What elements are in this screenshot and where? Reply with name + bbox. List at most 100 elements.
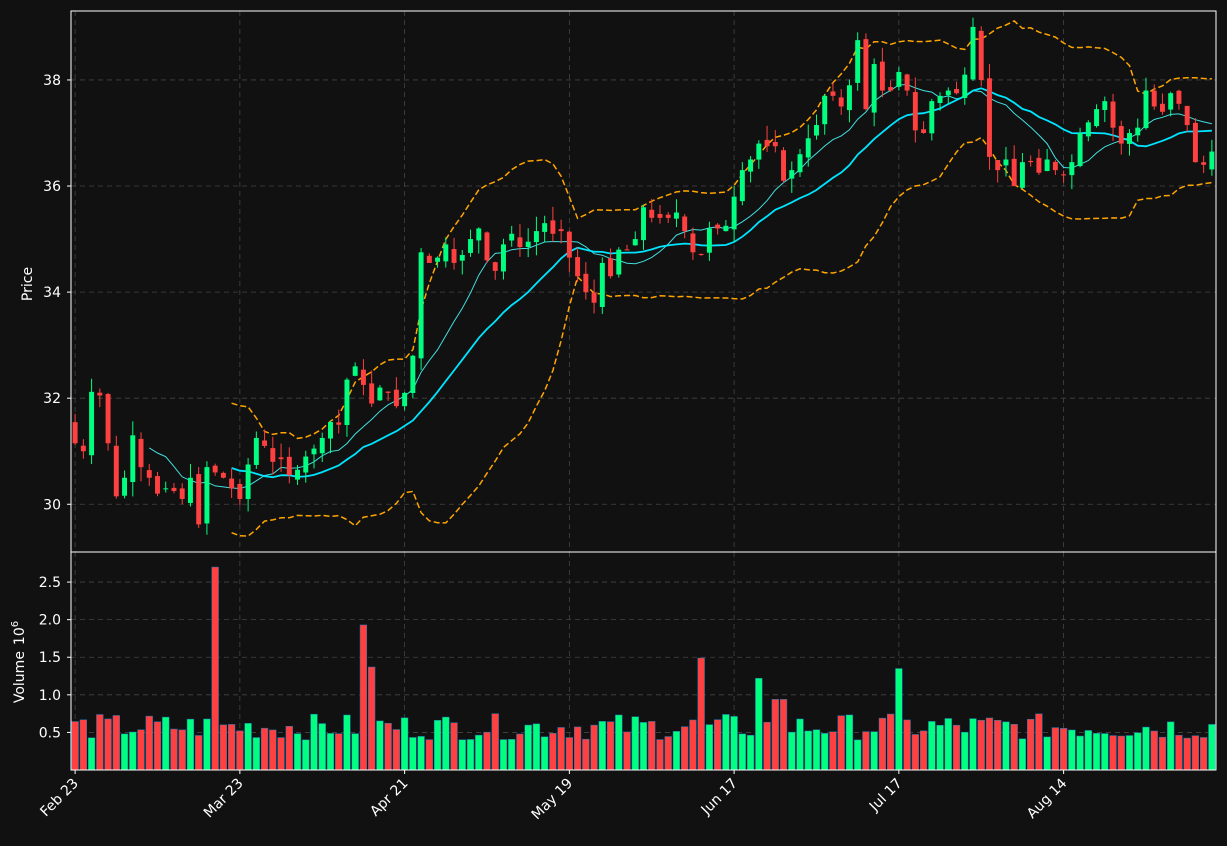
candle-body <box>1192 122 1198 163</box>
volume-bar <box>582 738 590 771</box>
volume-bar <box>228 724 236 771</box>
volume-bar <box>590 724 598 771</box>
volume-bar <box>854 739 862 771</box>
candle-body <box>575 257 581 277</box>
volume-bar <box>203 718 211 771</box>
time-tick-label: Apr 21 <box>367 776 411 820</box>
candle-body <box>171 487 177 492</box>
candle-body <box>871 64 877 113</box>
candle-body <box>962 74 968 98</box>
volume-bar <box>722 714 730 771</box>
volume-bar <box>714 719 722 771</box>
volume-bar <box>293 733 302 771</box>
candle-body <box>550 220 556 234</box>
volume-bar <box>664 736 672 771</box>
volume-bar <box>145 715 153 771</box>
candle-body <box>641 207 646 241</box>
volume-bar <box>178 729 186 771</box>
volume-bar <box>681 726 689 771</box>
candle-body <box>937 95 943 103</box>
candle-body <box>995 160 1001 171</box>
candle-body <box>690 233 696 253</box>
candle-body <box>410 355 416 393</box>
candle-body <box>814 125 819 136</box>
volume-bar <box>170 728 178 771</box>
volume-bar <box>804 730 812 771</box>
candle-body <box>155 476 160 494</box>
candle-body <box>1019 162 1025 188</box>
candle-body <box>336 422 342 425</box>
candle-body <box>1176 90 1182 104</box>
volume-exponent-base: 10 <box>12 627 28 645</box>
volume-bar <box>400 717 409 771</box>
candle-body <box>879 61 885 91</box>
candle-body <box>888 87 894 91</box>
volume-bar <box>1092 733 1101 771</box>
candle-body <box>748 159 754 172</box>
volume-tick-label: 1.0 <box>39 688 61 704</box>
volume-bar <box>1051 727 1059 771</box>
candle-body <box>1028 160 1034 163</box>
candle-body <box>435 257 441 262</box>
candle-body <box>1085 122 1091 137</box>
candle-body <box>970 26 976 80</box>
candle-body <box>311 448 317 455</box>
volume-bar <box>952 724 961 771</box>
candle-body <box>286 456 292 476</box>
candle-body <box>723 225 729 232</box>
volume-bar <box>351 733 359 771</box>
candle-body <box>1209 151 1215 170</box>
volume-bar <box>928 721 936 771</box>
volume-bar <box>895 668 903 771</box>
candle-body <box>805 138 811 158</box>
candle-body <box>715 224 721 229</box>
volume-bar <box>1084 730 1092 771</box>
volume-bar <box>359 624 368 771</box>
volume-bar <box>845 714 854 771</box>
candle-body <box>163 488 169 490</box>
time-tick-label: Feb 23 <box>37 776 82 821</box>
volume-bar <box>524 724 532 771</box>
candle-body <box>97 392 103 396</box>
volume-bar <box>343 714 351 771</box>
volume-bar <box>384 723 392 771</box>
volume-bar <box>1059 728 1068 771</box>
candle-body <box>1036 157 1042 173</box>
time-tick-label: Jun 17 <box>698 776 741 819</box>
volume-bar <box>195 735 203 771</box>
volume-bar <box>919 730 928 771</box>
volume-bar <box>557 727 565 771</box>
candle-body <box>509 233 515 241</box>
candle-body <box>278 457 284 460</box>
candle-body <box>731 196 737 230</box>
time-tick-label: Mar 23 <box>201 776 247 822</box>
volume-bar <box>623 731 631 771</box>
candle-body <box>616 249 622 275</box>
candle-body <box>443 244 449 262</box>
volume-bar <box>878 717 887 771</box>
volume-tick-label: 2.0 <box>39 613 61 629</box>
candle-body <box>72 422 78 444</box>
candle-body <box>1135 127 1141 136</box>
candle-body <box>838 97 844 107</box>
volume-bar <box>1183 737 1191 771</box>
candle-body <box>665 214 671 218</box>
candle-body <box>1094 109 1100 127</box>
volume-bar <box>318 723 326 771</box>
candle-body <box>517 237 523 248</box>
candle-body <box>1118 126 1124 144</box>
volume-bar <box>779 699 788 771</box>
volume-bar <box>1117 735 1125 771</box>
volume-bar <box>573 726 582 771</box>
volume-axis-label-text: Volume <box>12 651 28 703</box>
volume-bar <box>1175 735 1183 771</box>
candle-body <box>929 101 935 134</box>
candle-body <box>591 292 597 303</box>
volume-bar <box>936 724 944 771</box>
candle-body <box>830 91 836 96</box>
candle-body <box>89 391 95 456</box>
candle-body <box>295 469 300 480</box>
volume-bar <box>219 724 228 771</box>
